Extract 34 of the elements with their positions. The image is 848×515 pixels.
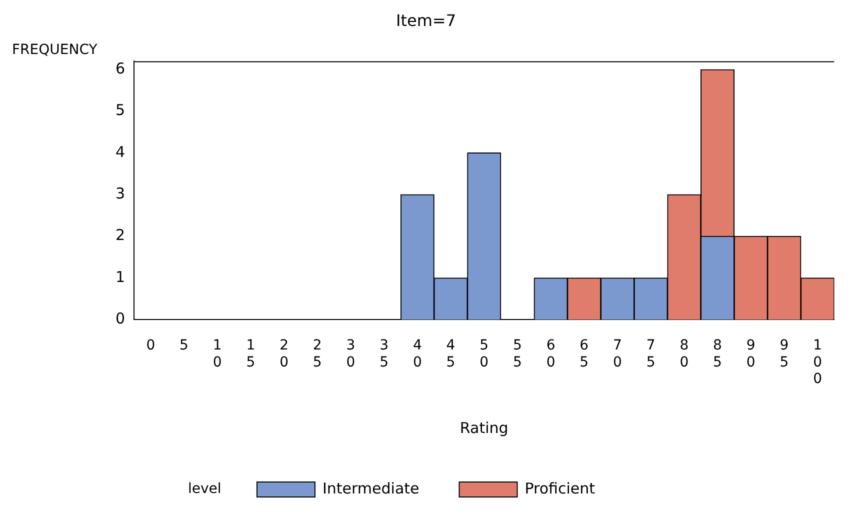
y-tick-label: 1 xyxy=(115,268,125,286)
y-tick-label: 3 xyxy=(115,184,125,202)
chart-title: Item=7 xyxy=(396,10,456,30)
x-tick-label: 40 xyxy=(412,338,422,370)
y-axis-title: FREQUENCY xyxy=(12,42,98,58)
x-tick-label: 95 xyxy=(780,338,789,370)
x-tick-label: 55 xyxy=(512,338,522,370)
legend-label: Intermediate xyxy=(322,479,420,498)
x-tick-label: 30 xyxy=(346,338,356,370)
y-tick-label: 2 xyxy=(115,226,125,244)
x-tick-label: 10 xyxy=(212,338,222,370)
x-axis-title: Rating xyxy=(460,418,508,437)
x-tick-label: 15 xyxy=(246,338,256,370)
y-tick-label: 0 xyxy=(115,309,125,328)
legend-label: Proficient xyxy=(524,479,596,498)
y-tick-label: 5 xyxy=(115,101,125,120)
x-tick-label: 5 xyxy=(180,338,188,354)
x-tick-label: 50 xyxy=(480,338,489,370)
x-tick-label: 35 xyxy=(380,338,389,370)
x-tick-label: 100 xyxy=(813,338,822,388)
y-tick-label: 4 xyxy=(115,142,125,161)
x-tick-label: 80 xyxy=(680,338,689,370)
x-tick-label: 85 xyxy=(713,338,722,370)
x-tick-label: 60 xyxy=(546,338,556,370)
x-tick-label: 25 xyxy=(312,338,322,370)
x-tick-label: 45 xyxy=(446,338,456,370)
x-tick-label: 90 xyxy=(746,338,756,370)
x-tick-label: 70 xyxy=(613,338,622,370)
x-tick-label: 75 xyxy=(646,338,656,370)
legend-title: level xyxy=(188,481,222,498)
x-tick-label: 0 xyxy=(146,338,156,354)
y-tick-label: 6 xyxy=(115,59,125,78)
x-tick-label: 65 xyxy=(580,338,589,370)
x-tick-label: 20 xyxy=(280,338,289,370)
